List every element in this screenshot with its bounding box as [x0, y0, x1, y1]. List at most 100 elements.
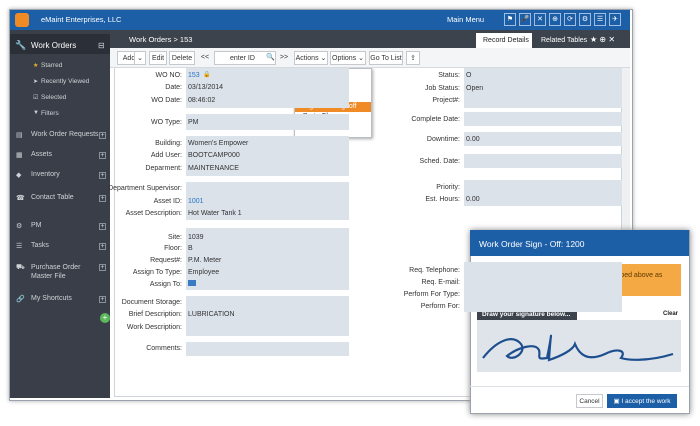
field-label: Brief Description: [128, 311, 182, 318]
search-input[interactable]: enter ID [214, 51, 276, 65]
top-icon[interactable]: ⚙ [579, 13, 591, 26]
expand: + [99, 243, 106, 250]
field-label: Perform For: [420, 303, 460, 310]
toolbar-menu[interactable]: Options ⌄ [330, 51, 366, 65]
sidebar-subitem[interactable]: Recently Viewed [41, 78, 90, 85]
sidebar-item[interactable]: Inventory [31, 171, 60, 178]
field-label: WO NO: [155, 72, 182, 79]
field-label: Est. Hours: [425, 196, 460, 203]
field-label: Job Status: [424, 85, 460, 92]
field-value[interactable]: 153 [188, 72, 200, 79]
top-icon[interactable]: ✕ [534, 13, 546, 26]
top-icon[interactable]: ✈ [609, 13, 621, 26]
sidebar-item[interactable]: Tasks [31, 242, 49, 249]
field-value: 0.00 [466, 196, 480, 203]
sidebar-item[interactable]: My Shortcuts [31, 295, 72, 302]
sidebar-item[interactable]: Purchase Order Master File [31, 264, 81, 280]
main-menu[interactable]: Main Menu [447, 15, 485, 24]
field-value: B [188, 245, 193, 252]
breadcrumb[interactable]: Work Orders > 153 [129, 35, 193, 44]
field-value: Women's Empower [188, 140, 249, 147]
field-label: Work Description: [126, 324, 182, 331]
field-label: Department Supervisor: [108, 185, 182, 192]
tab[interactable]: Related Tables [541, 37, 588, 44]
add-shortcut[interactable]: + [100, 313, 110, 323]
sidebar [10, 30, 110, 398]
sidebar-subitem[interactable]: Selected [41, 94, 67, 101]
field-value: 1039 [188, 234, 204, 241]
expand: + [99, 264, 106, 271]
sidebar-item[interactable]: Assets [31, 151, 53, 158]
signature-bg [477, 320, 681, 372]
field-label: Add User: [150, 152, 182, 159]
field-label: Priority: [436, 184, 460, 191]
expand: + [99, 296, 106, 303]
sidebar-subitem[interactable]: Filters [41, 110, 59, 117]
field-value[interactable]: 1001 [188, 198, 204, 205]
export-button[interactable]: ⇪ [406, 51, 420, 65]
sidebar-icon: ☰ [16, 243, 23, 250]
field-label: Deparment: [145, 165, 182, 172]
sidebar-title[interactable]: Work Orders [31, 41, 77, 50]
expand: + [99, 172, 106, 179]
field-value: BOOTCAMP000 [188, 152, 240, 159]
sub-icon: ▼ [33, 110, 39, 116]
modal-header [470, 230, 689, 256]
tab[interactable]: Record Details [483, 37, 529, 44]
field-label: Asset ID: [153, 198, 182, 205]
field-label: Document Storage: [121, 299, 182, 306]
sidebar-icon: ⛟ [16, 264, 25, 271]
expand: + [99, 223, 106, 230]
header-icons[interactable]: ★ ⊕ ✕ [590, 35, 616, 44]
field-value: 08:46:02 [188, 97, 216, 104]
sidebar-icon: ▦ [16, 152, 23, 159]
field-group [464, 68, 622, 108]
dropdown-caret: ⌄ [134, 51, 146, 65]
toolbar-button[interactable]: Edit [149, 51, 167, 65]
sidebar-item[interactable]: PM [31, 222, 42, 229]
accept-button[interactable]: ▣ I accept the work [607, 394, 677, 408]
assign-icon [188, 280, 196, 286]
sidebar-icon: ☎ [16, 195, 25, 202]
toolbar-menu[interactable]: Actions ⌄ [294, 51, 328, 65]
field-group [464, 132, 622, 146]
sidebar-subitem[interactable]: Starred [41, 62, 63, 69]
top-icon[interactable]: ⊕ [549, 13, 561, 26]
sidebar-item[interactable]: Contact Table [31, 194, 74, 201]
field-value: O [466, 72, 472, 79]
field-label: Complete Date: [411, 116, 460, 123]
clear-button[interactable]: Clear [663, 311, 679, 317]
signature-pad[interactable] [477, 320, 681, 372]
field-label: Floor: [164, 245, 182, 252]
toolbar-button[interactable]: Delete [169, 51, 195, 65]
search-icon: 🔍 [266, 54, 275, 61]
field-label: Downtime: [426, 136, 460, 143]
menu-label: Actions [295, 55, 319, 62]
next-button[interactable]: >> [279, 54, 289, 61]
sidebar-item[interactable]: Work Order Requests [31, 131, 99, 138]
sub-icon: ➤ [33, 79, 39, 85]
field-group [464, 154, 622, 168]
accept-label: I accept the work [621, 398, 671, 405]
top-icon[interactable]: ⟳ [564, 13, 576, 26]
field-group [464, 112, 622, 126]
field-label: Project#: [432, 97, 460, 104]
prev-button[interactable]: << [200, 54, 210, 61]
active-tab-bg [476, 33, 532, 48]
sub-icon: ★ [33, 63, 39, 69]
company-name[interactable]: eMaint Enterprises, LLC [41, 15, 122, 24]
expand: + [99, 195, 106, 202]
field-value: P.M. Meter [188, 257, 222, 264]
collapse: ⊟ [98, 41, 105, 50]
top-icon[interactable]: ☰ [594, 13, 606, 26]
top-bar [10, 10, 630, 30]
field-group [186, 296, 349, 336]
go-to-list[interactable]: Go To List [369, 51, 403, 65]
field-group [186, 228, 349, 290]
field-value: MAINTENANCE [188, 165, 239, 172]
cancel-button[interactable]: Cancel [576, 394, 603, 408]
top-icon[interactable]: 🎤 [519, 13, 531, 26]
field-group [186, 136, 349, 176]
top-icon[interactable]: ⚑ [504, 13, 516, 26]
sidebar-icon: ▤ [16, 132, 23, 139]
